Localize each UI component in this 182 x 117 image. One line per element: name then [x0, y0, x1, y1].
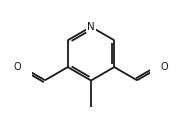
Text: O: O — [161, 62, 168, 72]
Text: O: O — [14, 62, 21, 72]
Text: N: N — [87, 22, 95, 32]
